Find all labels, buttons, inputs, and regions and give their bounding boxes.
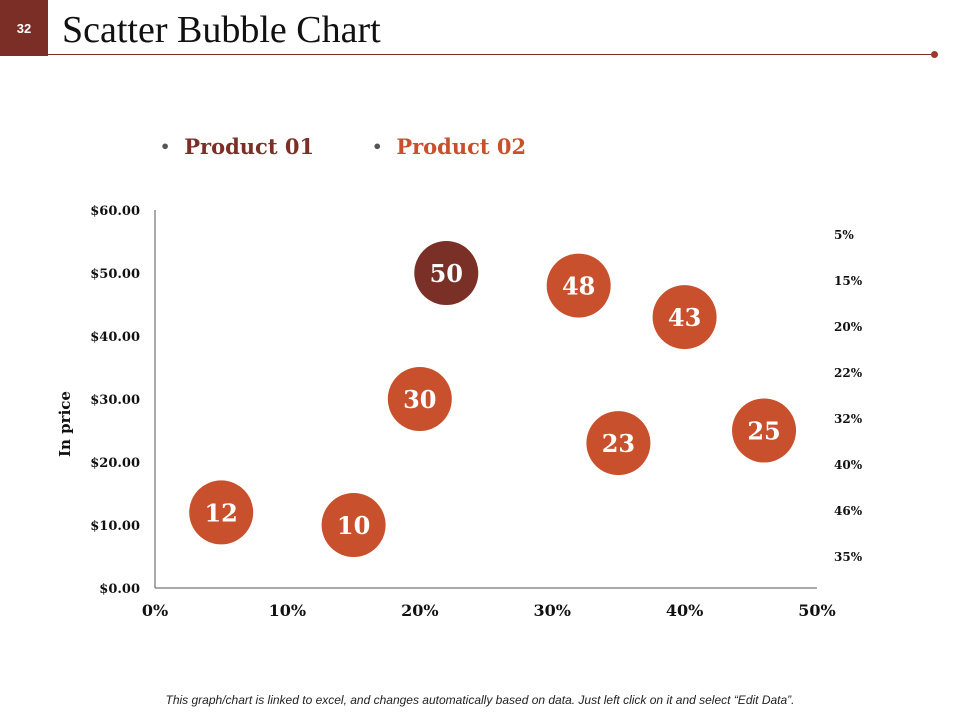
title-divider xyxy=(48,54,932,55)
y-tick-label: $50.00 xyxy=(90,267,140,282)
bubble-product-02 xyxy=(321,493,386,557)
x-tick-label: 20% xyxy=(401,601,438,620)
bullet-icon: • xyxy=(372,137,383,156)
scatter-bubble-chart[interactable]: $0.00 $10.00 $20.00 $30.00 $40.00 $50.00 $60.0… xyxy=(0,190,960,630)
legend-label: Product 01 xyxy=(184,134,315,159)
x-tick-label: 50% xyxy=(798,601,835,620)
legend-item-product-01[interactable]: • Product 01 xyxy=(160,134,314,159)
slide-number: 32 xyxy=(0,0,48,56)
right-percent-label: 40% xyxy=(834,458,863,472)
y-tick-label: $60.00 xyxy=(90,204,140,219)
bubble-label: 30 xyxy=(403,385,436,414)
right-percent-label: 5% xyxy=(834,228,854,242)
y-tick-label: $0.00 xyxy=(99,582,140,597)
y-tick-label: $40.00 xyxy=(90,330,140,345)
right-percent-label: 46% xyxy=(834,504,863,518)
footer-note: This graph/chart is linked to excel, and… xyxy=(165,693,795,707)
bubble-label: 25 xyxy=(747,417,780,446)
page-title: Scatter Bubble Chart xyxy=(62,9,381,51)
bubble-product-02 xyxy=(546,253,611,318)
x-tick-label: 0% xyxy=(142,601,168,620)
bubble-product-01 xyxy=(414,241,479,305)
right-percent-label: 20% xyxy=(834,320,863,334)
y-tick-label: $10.00 xyxy=(90,519,140,534)
right-percent-label: 22% xyxy=(834,366,863,380)
x-tick-label: 10% xyxy=(269,601,306,620)
y-tick-label: $30.00 xyxy=(90,393,140,408)
bubble-label: 43 xyxy=(668,303,701,332)
legend-label: Product 02 xyxy=(396,134,527,159)
x-tick-label: 30% xyxy=(533,601,570,620)
bubble-product-02 xyxy=(732,398,797,463)
bubble-product-02 xyxy=(652,285,717,350)
right-percent-label: 35% xyxy=(834,550,863,564)
bullet-icon: • xyxy=(160,137,171,156)
right-percent-label: 15% xyxy=(834,274,863,288)
x-tick-label: 40% xyxy=(666,601,703,620)
chart-legend: • Product 01 • Product 02 xyxy=(160,134,526,159)
bubble-label: 10 xyxy=(337,511,370,540)
bubble-product-02 xyxy=(189,480,254,545)
bubble-label: 50 xyxy=(430,259,463,288)
bubble-label: 12 xyxy=(204,498,237,527)
title-divider-dot xyxy=(931,51,938,58)
legend-item-product-02[interactable]: • Product 02 xyxy=(372,134,526,159)
right-percent-label: 32% xyxy=(834,412,863,426)
bubble-product-02 xyxy=(586,411,651,476)
y-tick-label: $20.00 xyxy=(90,456,140,471)
bubble-label: 48 xyxy=(562,272,595,301)
bubble-label: 23 xyxy=(602,429,635,458)
bubble-product-02 xyxy=(387,367,452,431)
y-axis-title: In price xyxy=(56,391,74,457)
